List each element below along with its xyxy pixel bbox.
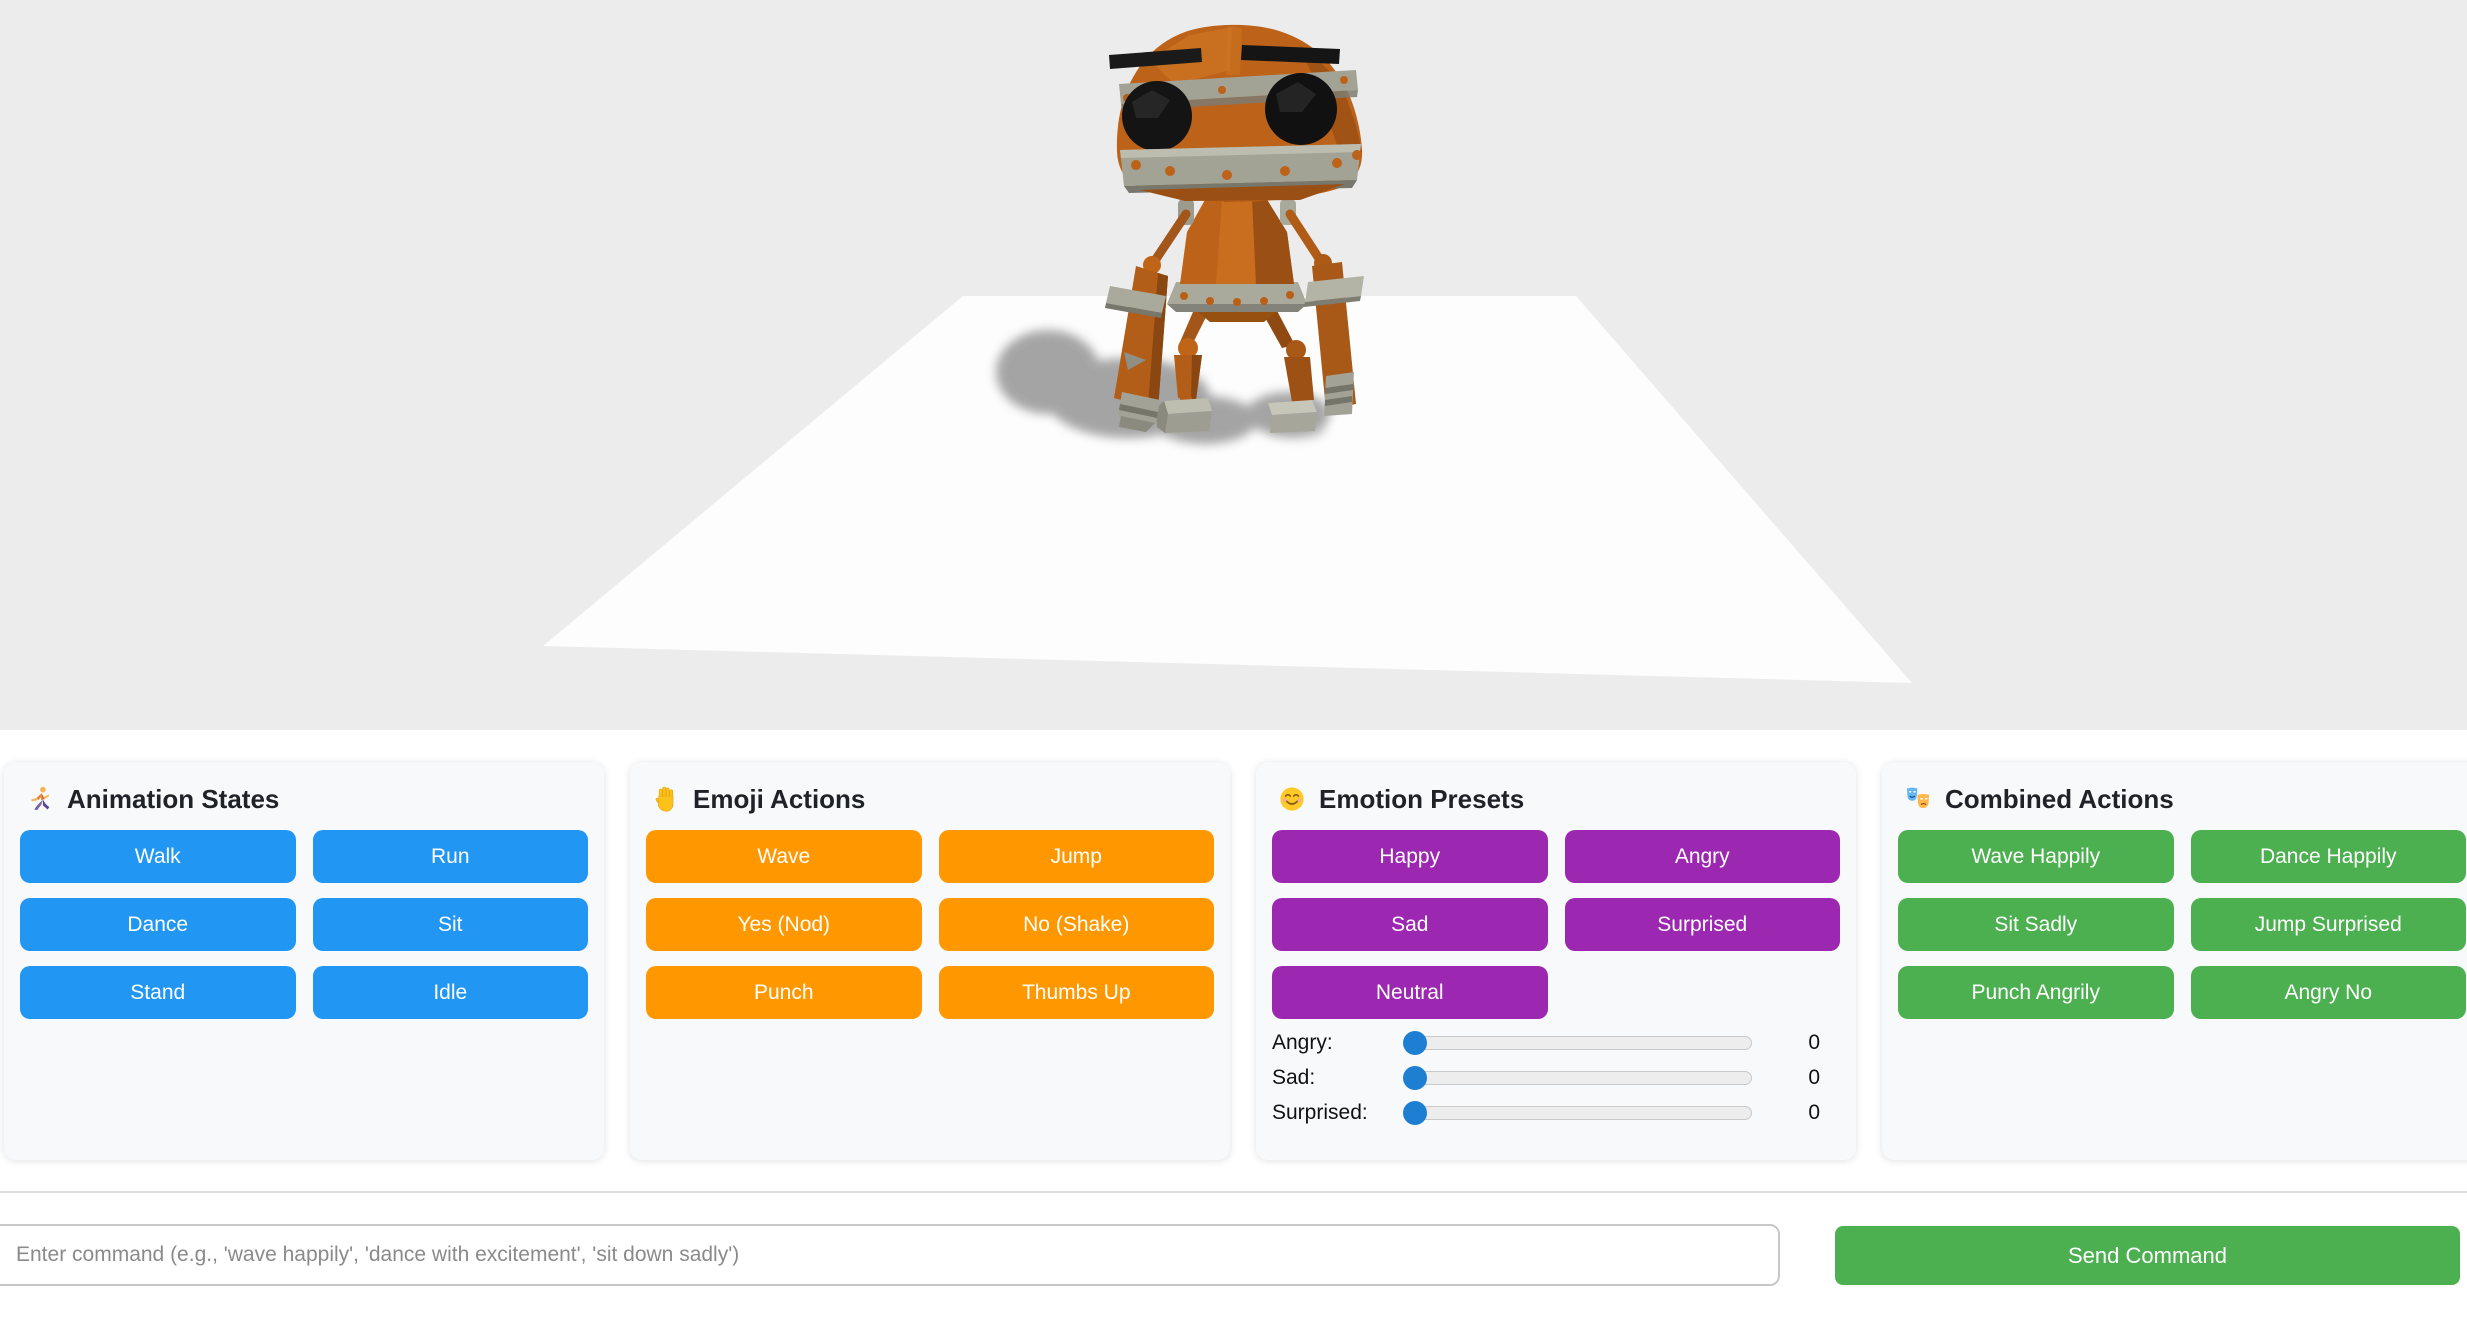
dance-button[interactable]: Dance [20, 898, 296, 951]
floor-plane [543, 296, 1912, 683]
panel-emoji-header: Emoji Actions [652, 784, 1214, 814]
angry-slider-value: 0 [1808, 1030, 1820, 1054]
robot-left-eyebrow [1109, 48, 1202, 69]
panel-emotion-header: Emotion Presets [1278, 784, 1840, 814]
panel-animation-states: Animation States Walk Run Dance Sit Stan… [4, 762, 604, 1160]
angry-no-button[interactable]: Angry No [2190, 966, 2466, 1019]
animation-buttons: Walk Run Dance Sit Stand Idle [20, 830, 588, 1019]
sad-button[interactable]: Sad [1272, 898, 1548, 951]
run-button[interactable]: Run [312, 830, 588, 883]
combined-buttons: Wave Happily Dance Happily Sit Sadly Jum… [1898, 830, 2466, 1019]
viewport-3d[interactable] [0, 0, 2467, 730]
runner-emoji-icon [31, 786, 50, 811]
sad-slider[interactable] [1403, 1065, 1752, 1090]
surprised-slider-thumb[interactable] [1403, 1100, 1427, 1125]
neutral-button[interactable]: Neutral [1272, 966, 1548, 1019]
stand-button[interactable]: Stand [20, 966, 296, 1019]
panel-animation-header: Animation States [26, 784, 588, 814]
robot-canvas[interactable] [0, 0, 2467, 730]
angry-slider-row: Angry: 0 [1272, 1025, 1840, 1060]
jump-surprised-button[interactable]: Jump Surprised [2190, 898, 2466, 951]
control-panels: Animation States Walk Run Dance Sit Stan… [4, 762, 2467, 1160]
sad-slider-value: 0 [1808, 1065, 1820, 1089]
angry-slider-thumb[interactable] [1403, 1030, 1427, 1055]
jump-button[interactable]: Jump [938, 830, 1214, 883]
sit-sadly-button[interactable]: Sit Sadly [1898, 898, 2174, 951]
panel-combined-header: Combined Actions [1904, 784, 2466, 814]
no-shake-button[interactable]: No (Shake) [938, 898, 1214, 951]
panel-emotion-presets: Emotion Presets Happy Angry Sad Surprise… [1256, 762, 1856, 1160]
sit-button[interactable]: Sit [312, 898, 588, 951]
robot-model [1105, 24, 1364, 433]
panel-emoji-title: Emoji Actions [693, 783, 866, 814]
surprised-button[interactable]: Surprised [1564, 898, 1840, 951]
dance-happily-button[interactable]: Dance Happily [2190, 830, 2466, 883]
command-input[interactable] [0, 1224, 1780, 1286]
emotion-sliders: Angry: 0 Sad: 0 Surprised: [1272, 1025, 1840, 1130]
happy-button[interactable]: Happy [1272, 830, 1548, 883]
send-command-button[interactable]: Send Command [1835, 1226, 2460, 1285]
idle-button[interactable]: Idle [312, 966, 588, 1019]
angry-slider-label: Angry: [1272, 1030, 1333, 1054]
sad-slider-row: Sad: 0 [1272, 1060, 1840, 1095]
emoji-buttons: Wave Jump Yes (Nod) No (Shake) Punch Thu… [646, 830, 1214, 1019]
punch-button[interactable]: Punch [646, 966, 922, 1019]
theater-masks-emoji-icon [1906, 787, 1930, 809]
emotion-buttons: Happy Angry Sad Surprised Neutral [1272, 830, 1840, 1019]
surprised-slider[interactable] [1403, 1100, 1752, 1125]
thumbs-up-button[interactable]: Thumbs Up [938, 966, 1214, 1019]
walk-button[interactable]: Walk [20, 830, 296, 883]
command-bar-divider [0, 1191, 2467, 1193]
sad-slider-thumb[interactable] [1403, 1065, 1427, 1090]
sad-slider-label: Sad: [1272, 1065, 1316, 1089]
panel-combined-title: Combined Actions [1945, 783, 2174, 814]
panel-animation-title: Animation States [67, 783, 280, 814]
punch-angrily-button[interactable]: Punch Angrily [1898, 966, 2174, 1019]
panel-emotion-title: Emotion Presets [1319, 783, 1525, 814]
robot-right-eyebrow [1241, 45, 1340, 64]
angry-slider[interactable] [1403, 1030, 1752, 1055]
angry-button[interactable]: Angry [1564, 830, 1840, 883]
wave-button[interactable]: Wave [646, 830, 922, 883]
smiling-face-emoji-icon [1280, 787, 1304, 811]
panel-combined-actions: Combined Actions Wave Happily Dance Happ… [1882, 762, 2467, 1160]
yes-nod-button[interactable]: Yes (Nod) [646, 898, 922, 951]
surprised-slider-value: 0 [1808, 1100, 1820, 1124]
panel-emoji-actions: Emoji Actions Wave Jump Yes (Nod) No (Sh… [630, 762, 1230, 1160]
wave-happily-button[interactable]: Wave Happily [1898, 830, 2174, 883]
surprised-slider-label: Surprised: [1272, 1100, 1368, 1124]
surprised-slider-row: Surprised: 0 [1272, 1095, 1840, 1130]
raised-hand-emoji-icon [655, 786, 674, 812]
